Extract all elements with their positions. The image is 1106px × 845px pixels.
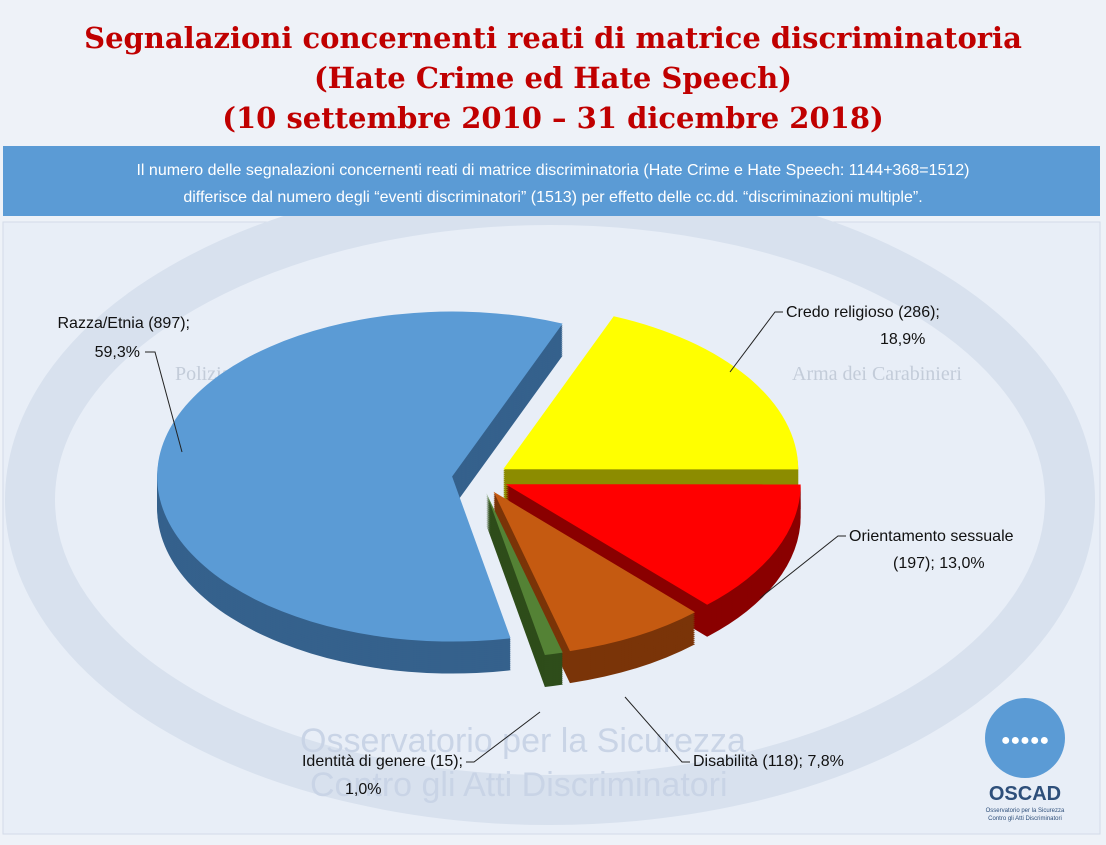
slice (486, 493, 563, 655)
leader-line (729, 311, 783, 373)
title-line: Segnalazioni concernenti reati di matric… (84, 21, 1022, 55)
note-band (3, 146, 1100, 216)
count-label: (286); (898, 304, 940, 321)
percent-label: 59,3% (95, 344, 140, 361)
oscad-logo: ●●●●● OSCAD Osservatorio per la Sicurezz… (985, 698, 1065, 822)
leader-line (759, 535, 846, 599)
title-line: (Hate Crime ed Hate Speech) (314, 61, 792, 95)
percent-label: 7,8% (807, 753, 843, 770)
logo-sub: Osservatorio per la Sicurezza (986, 808, 1065, 814)
leader-line (624, 696, 690, 763)
watermark-text: Contro gli Atti Discriminatori (310, 766, 728, 804)
slice-label: Identità di genere (15); (302, 753, 463, 770)
slice-label: Razza/Etnia (897); (57, 315, 190, 332)
category-label: Identità di genere (302, 753, 426, 770)
count-label: (15); (430, 753, 463, 770)
slice-label: Credo religioso (286); (786, 304, 940, 321)
logo-brand: OSCAD (989, 783, 1061, 805)
slice (157, 311, 563, 642)
logo-circle (985, 698, 1065, 778)
slice-label: (197); 13,0% (893, 555, 985, 572)
leader-line (466, 711, 541, 763)
logo-sub: Contro gli Atti Discriminatori (988, 816, 1062, 822)
slice (493, 491, 696, 652)
category-label: Disabilità (693, 753, 758, 770)
slice-label: Disabilità (118); 7,8% (693, 753, 844, 770)
count-label: (897); (148, 315, 190, 332)
note-line: Il numero delle segnalazioni concernenti… (136, 162, 969, 179)
percent-label: 1,0% (345, 781, 381, 798)
watermark-text: Osservatorio per la Sicurezza (300, 722, 746, 760)
percent-label: 18,9% (880, 331, 925, 348)
count-label: (118); (762, 753, 803, 770)
logo-icon: ●●●●● (1001, 732, 1049, 749)
watermark-text: Arma dei Carabinieri (792, 363, 962, 385)
count-label: (197); (893, 555, 935, 572)
leader-line (145, 351, 183, 453)
title-line: (10 settembre 2010 – 31 dicembre 2018) (222, 101, 883, 135)
category-label: Orientamento sessuale (849, 528, 1014, 545)
pie (157, 311, 801, 687)
slice (503, 316, 799, 470)
category-label: Credo religioso (786, 304, 894, 321)
percent-label: 13,0% (939, 555, 984, 572)
category-label: Razza/Etnia (57, 315, 143, 332)
note-line: differisce dal numero degli “eventi disc… (183, 189, 922, 206)
slice (505, 484, 801, 605)
